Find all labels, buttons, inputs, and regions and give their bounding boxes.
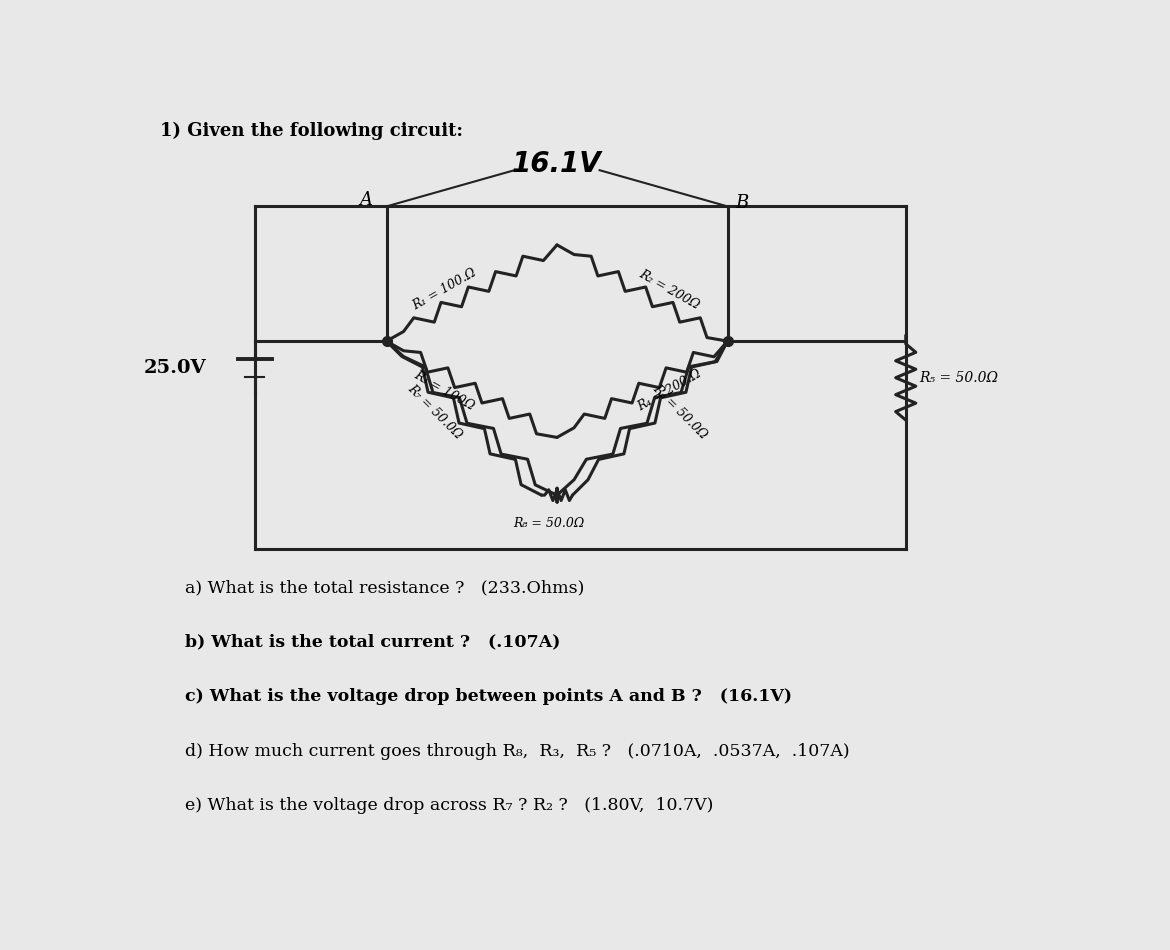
Text: R₃ = 100Ω: R₃ = 100Ω — [412, 369, 477, 413]
Text: d) How much current goes through R₈,  R₃,  R₅ ?   (.0710A,  .0537A,  .107A): d) How much current goes through R₈, R₃,… — [185, 743, 849, 760]
Text: 16.1V: 16.1V — [512, 150, 601, 178]
Text: c) What is the voltage drop between points A and B ?   (16.1V): c) What is the voltage drop between poin… — [185, 689, 792, 706]
Text: R₈ = 50.0Ω: R₈ = 50.0Ω — [514, 517, 585, 530]
Text: 25.0V: 25.0V — [144, 359, 207, 377]
Text: R₆ = 50.0Ω: R₆ = 50.0Ω — [649, 382, 709, 442]
Text: R₁ = 100.Ω: R₁ = 100.Ω — [411, 266, 479, 313]
Text: R₂ = 200Ω: R₂ = 200Ω — [636, 267, 702, 312]
Text: 1) Given the following circuit:: 1) Given the following circuit: — [160, 122, 463, 140]
Text: R₅ = 50.0Ω: R₅ = 50.0Ω — [920, 370, 999, 385]
Text: A: A — [359, 191, 372, 209]
Text: B: B — [735, 194, 749, 212]
Text: R₇ = 50.0Ω: R₇ = 50.0Ω — [405, 382, 464, 442]
Text: e) What is the voltage drop across R₇ ? R₂ ?   (1.80V,  10.7V): e) What is the voltage drop across R₇ ? … — [185, 797, 714, 814]
Text: R₄ = 200.Ω: R₄ = 200.Ω — [635, 368, 703, 414]
Text: a) What is the total resistance ?   (233.Ohms): a) What is the total resistance ? (233.O… — [185, 580, 584, 596]
Text: b) What is the total current ?   (.107A): b) What is the total current ? (.107A) — [185, 633, 560, 650]
